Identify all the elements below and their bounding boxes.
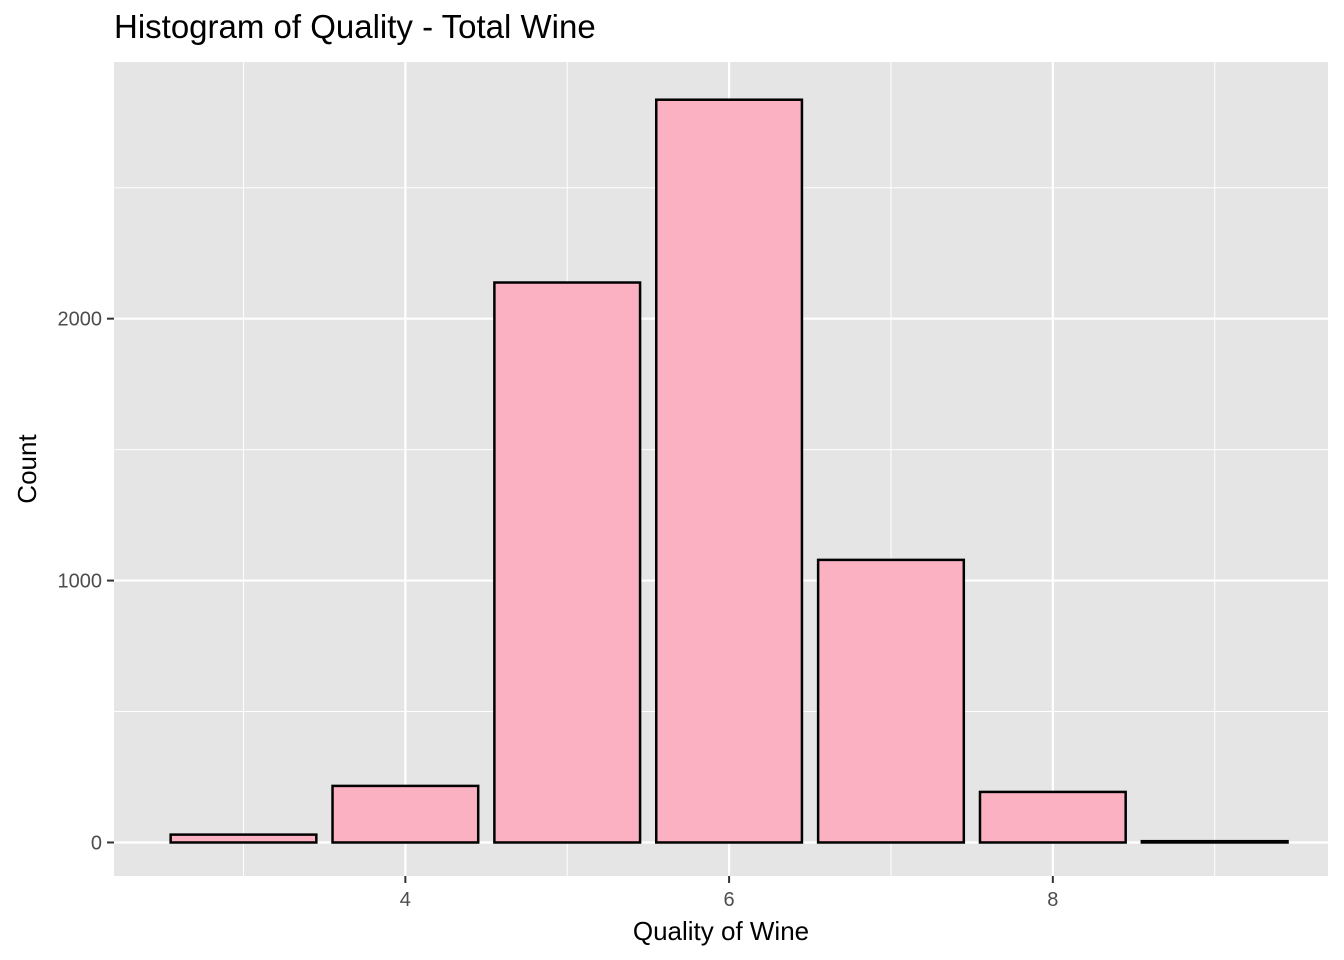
bar-quality-9	[1140, 839, 1289, 844]
bars	[169, 98, 1289, 844]
tick-labels: 4 6 8 0 1000 2000	[58, 309, 1059, 911]
x-tick-label: 6	[724, 889, 735, 911]
y-tick-label: 2000	[58, 309, 103, 331]
bar-quality-8	[978, 790, 1127, 844]
bar-quality-7	[816, 558, 966, 844]
bar-quality-5	[493, 281, 642, 844]
bar-quality-6	[655, 98, 804, 844]
y-tick-label: 0	[91, 832, 102, 854]
x-axis-title: Quality of Wine	[633, 916, 809, 946]
bar-quality-3	[169, 833, 318, 844]
y-axis-title: Count	[12, 434, 42, 504]
bar-quality-4	[331, 784, 480, 844]
x-tick-label: 8	[1047, 889, 1058, 911]
axis-ticks	[107, 317, 1054, 883]
x-tick-label: 4	[400, 889, 411, 911]
chart-title: Histogram of Quality - Total Wine	[114, 8, 596, 45]
y-tick-label: 1000	[58, 571, 103, 593]
